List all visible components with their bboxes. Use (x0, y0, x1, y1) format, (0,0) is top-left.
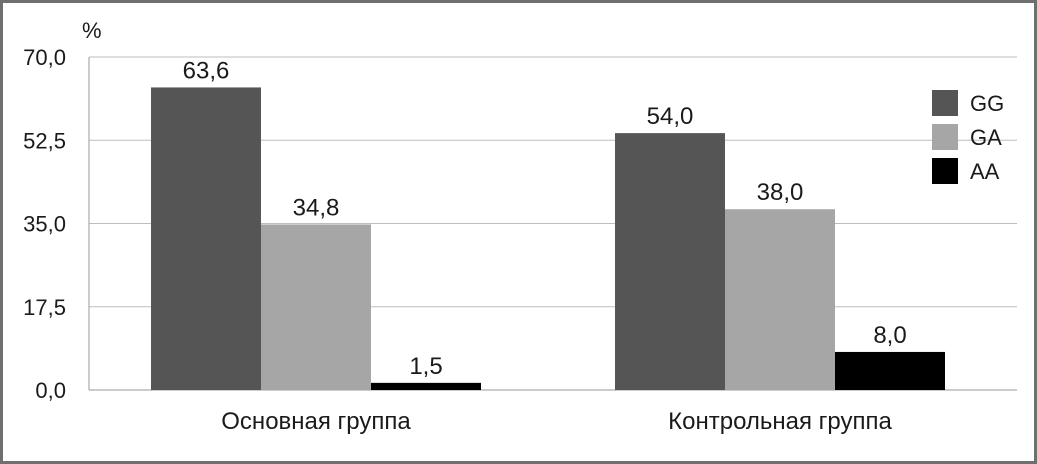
data-label: 54,0 (647, 103, 694, 130)
legend-label: GG (970, 91, 1004, 116)
data-label: 1,5 (409, 353, 442, 380)
bar-aa (835, 351, 945, 390)
legend: GG GA AA (932, 90, 1004, 184)
legend-swatch-ga (932, 124, 958, 150)
legend-swatch-aa (932, 158, 958, 184)
y-tick-label: 35,0 (23, 212, 66, 237)
data-label: 34,8 (293, 194, 340, 221)
x-category-label: Контрольная группа (668, 408, 892, 435)
data-labels: 63,6 34,8 1,5 54,0 38,0 8,0 (183, 57, 907, 379)
y-tick-label: 70,0 (23, 45, 66, 70)
data-label: 63,6 (183, 57, 230, 84)
legend-label: GA (970, 125, 1002, 150)
y-tick-label: 52,5 (23, 128, 66, 153)
y-unit-label: % (82, 18, 102, 43)
legend-label: AA (970, 159, 1000, 184)
x-category-label: Основная группа (221, 408, 411, 435)
y-tick-label: 17,5 (23, 295, 66, 320)
bar-ga (261, 224, 371, 390)
y-axis: % 0,0 17,5 35,0 52,5 70,0 (23, 18, 101, 403)
legend-swatch-gg (932, 90, 958, 116)
data-label: 8,0 (873, 322, 906, 349)
bar-ga (725, 209, 835, 390)
bar-gg (151, 87, 261, 391)
bar-gg (615, 133, 725, 390)
data-label: 38,0 (757, 179, 804, 206)
x-axis: Основная группа Контрольная группа (221, 408, 892, 435)
bars (151, 87, 945, 391)
bar-aa (371, 382, 481, 390)
y-tick-label: 0,0 (35, 378, 66, 403)
